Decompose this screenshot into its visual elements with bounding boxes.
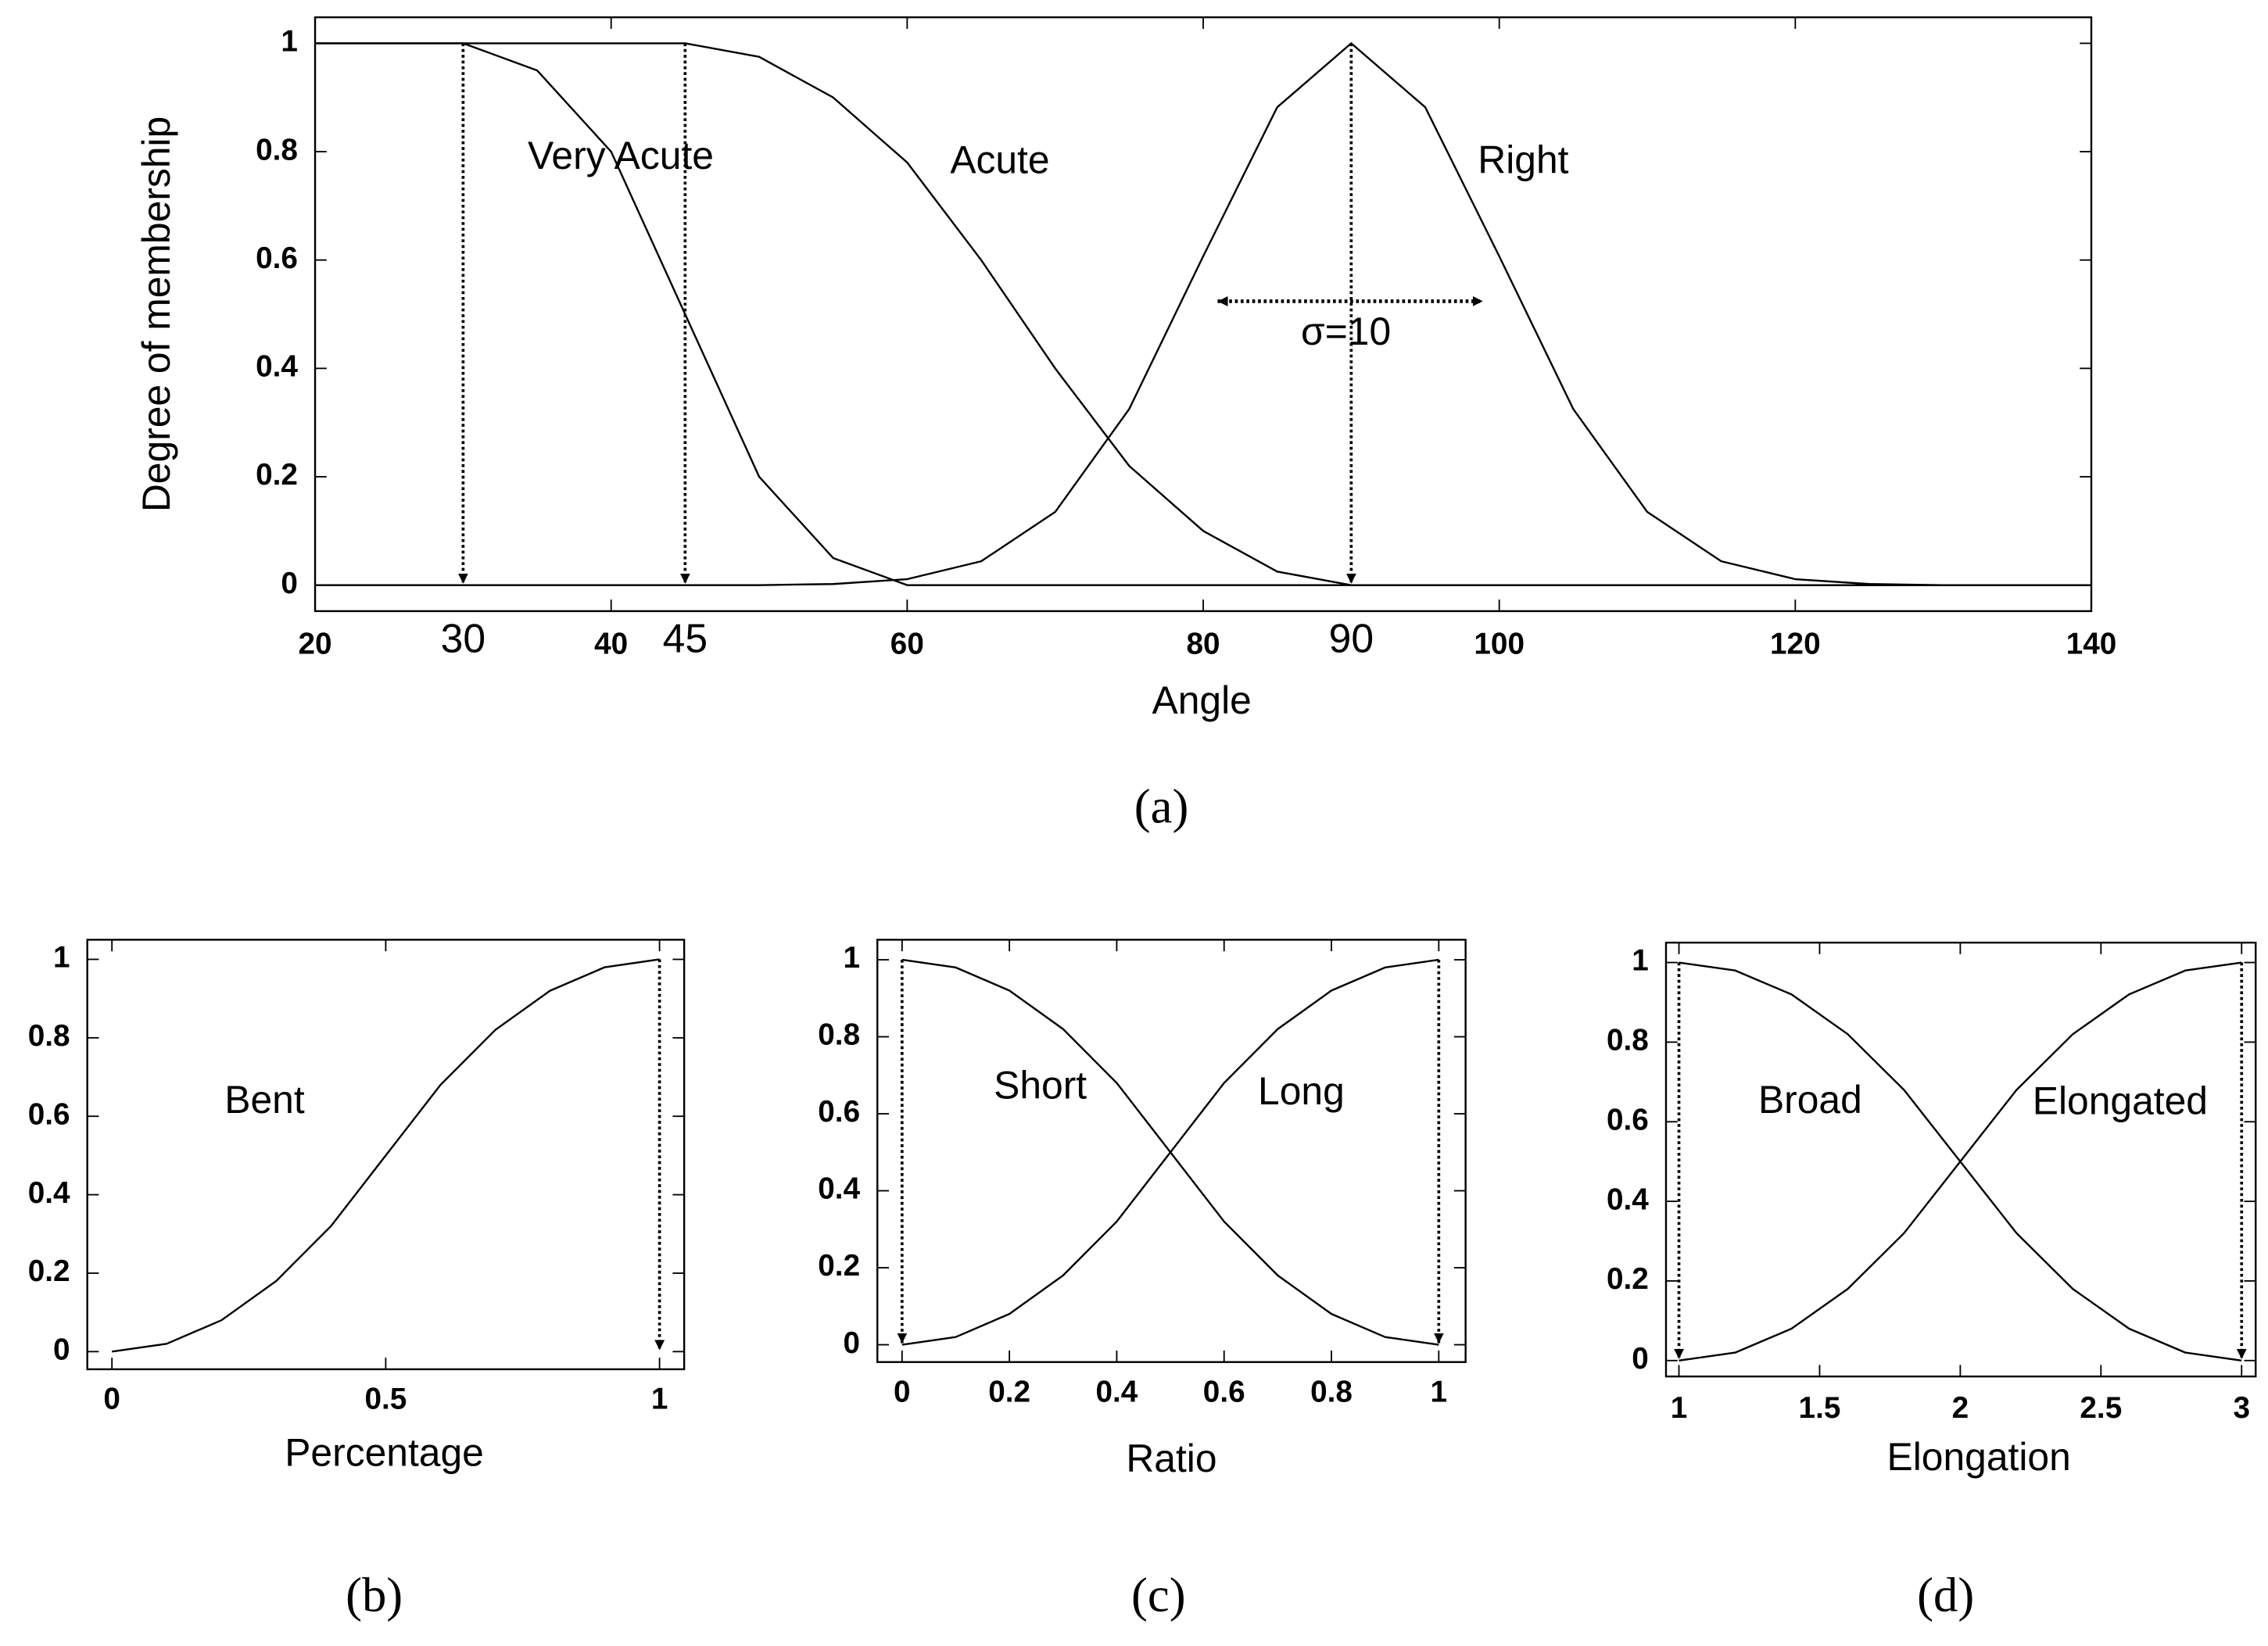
series-line bbox=[315, 42, 2092, 586]
series-line bbox=[1679, 961, 2242, 1362]
marker-label: 30 bbox=[441, 615, 485, 660]
series-label: Right bbox=[1478, 138, 1568, 182]
series-label: Acute bbox=[950, 138, 1049, 182]
plot-frame bbox=[314, 16, 2093, 613]
caption: (b) bbox=[346, 1567, 403, 1622]
x-tick-label: 1 bbox=[1671, 1391, 1688, 1425]
x-tick-label: 0 bbox=[103, 1383, 120, 1416]
series-label: Broad bbox=[1758, 1078, 1862, 1122]
marker-label: 45 bbox=[663, 615, 708, 660]
caption: (c) bbox=[1131, 1567, 1186, 1622]
y-tick-label: 0.4 bbox=[818, 1172, 860, 1206]
x-tick-label: 1 bbox=[651, 1383, 668, 1416]
x-tick-label: 0.2 bbox=[988, 1376, 1030, 1409]
y-axis-label: Degree of membership bbox=[134, 116, 178, 512]
y-tick-label: 0.2 bbox=[28, 1254, 70, 1288]
y-tick-label: 0.4 bbox=[1607, 1183, 1649, 1216]
series-line bbox=[901, 958, 1439, 1346]
x-tick-label: 20 bbox=[298, 627, 331, 660]
y-tick-label: 0 bbox=[1632, 1342, 1649, 1376]
series-label: Bent bbox=[224, 1078, 305, 1122]
plot-frame bbox=[876, 939, 1467, 1363]
y-tick-label: 0.6 bbox=[1607, 1103, 1649, 1136]
y-tick-label: 1 bbox=[53, 941, 70, 975]
y-tick-label: 0.2 bbox=[256, 458, 298, 492]
x-axis-label: Ratio bbox=[1126, 1437, 1216, 1480]
y-tick-label: 1 bbox=[1632, 944, 1649, 978]
x-axis-label: Angle bbox=[1152, 678, 1252, 722]
y-tick-label: 0.4 bbox=[256, 350, 298, 384]
marker-label: 90 bbox=[1329, 615, 1374, 660]
y-tick-label: 0.6 bbox=[256, 242, 298, 275]
x-tick-label: 1.5 bbox=[1799, 1391, 1841, 1425]
y-tick-label: 0 bbox=[281, 567, 298, 600]
y-tick-label: 0.4 bbox=[28, 1176, 70, 1210]
series-label: Short bbox=[994, 1063, 1087, 1107]
caption: (a) bbox=[1134, 779, 1189, 834]
x-tick-label: 1 bbox=[1431, 1376, 1448, 1409]
x-tick-label: 60 bbox=[890, 627, 924, 660]
x-tick-label: 120 bbox=[1770, 627, 1821, 660]
y-tick-label: 0.8 bbox=[818, 1018, 860, 1052]
x-tick-label: 3 bbox=[2233, 1391, 2250, 1425]
x-tick-label: 80 bbox=[1186, 627, 1220, 660]
x-tick-label: 40 bbox=[594, 627, 628, 660]
x-tick-label: 0 bbox=[894, 1376, 911, 1409]
series-line bbox=[112, 958, 660, 1353]
x-tick-label: 2.5 bbox=[2080, 1391, 2122, 1425]
y-tick-label: 0.6 bbox=[818, 1095, 860, 1129]
x-tick-label: 0.8 bbox=[1310, 1376, 1353, 1409]
series-line bbox=[315, 42, 2092, 586]
y-tick-label: 0 bbox=[844, 1326, 861, 1360]
y-tick-label: 1 bbox=[281, 25, 298, 59]
caption: (d) bbox=[1917, 1567, 1974, 1622]
series-label: Long bbox=[1258, 1069, 1345, 1113]
y-tick-label: 1 bbox=[844, 941, 861, 975]
series-line bbox=[315, 42, 2092, 586]
y-tick-label: 0.2 bbox=[818, 1249, 860, 1283]
x-tick-label: 0.5 bbox=[364, 1383, 407, 1416]
x-tick-label: 140 bbox=[2066, 627, 2117, 660]
series-label: Very Acute bbox=[528, 134, 714, 177]
y-tick-label: 0.2 bbox=[1607, 1262, 1649, 1296]
x-tick-label: 0.6 bbox=[1203, 1376, 1245, 1409]
y-tick-label: 0.8 bbox=[1607, 1024, 1649, 1057]
series-label: Elongated bbox=[2033, 1079, 2208, 1123]
annotation: σ=10 bbox=[1301, 310, 1391, 353]
x-axis-label: Percentage bbox=[285, 1431, 484, 1475]
x-tick-label: 100 bbox=[1474, 627, 1525, 660]
y-tick-label: 0.8 bbox=[256, 133, 298, 166]
y-tick-label: 0 bbox=[53, 1333, 70, 1367]
x-tick-label: 0.4 bbox=[1096, 1376, 1138, 1409]
x-axis-label: Elongation bbox=[1887, 1435, 2071, 1479]
x-tick-label: 2 bbox=[1952, 1391, 1969, 1425]
y-tick-label: 0.8 bbox=[28, 1019, 70, 1053]
y-tick-label: 0.6 bbox=[28, 1097, 70, 1131]
